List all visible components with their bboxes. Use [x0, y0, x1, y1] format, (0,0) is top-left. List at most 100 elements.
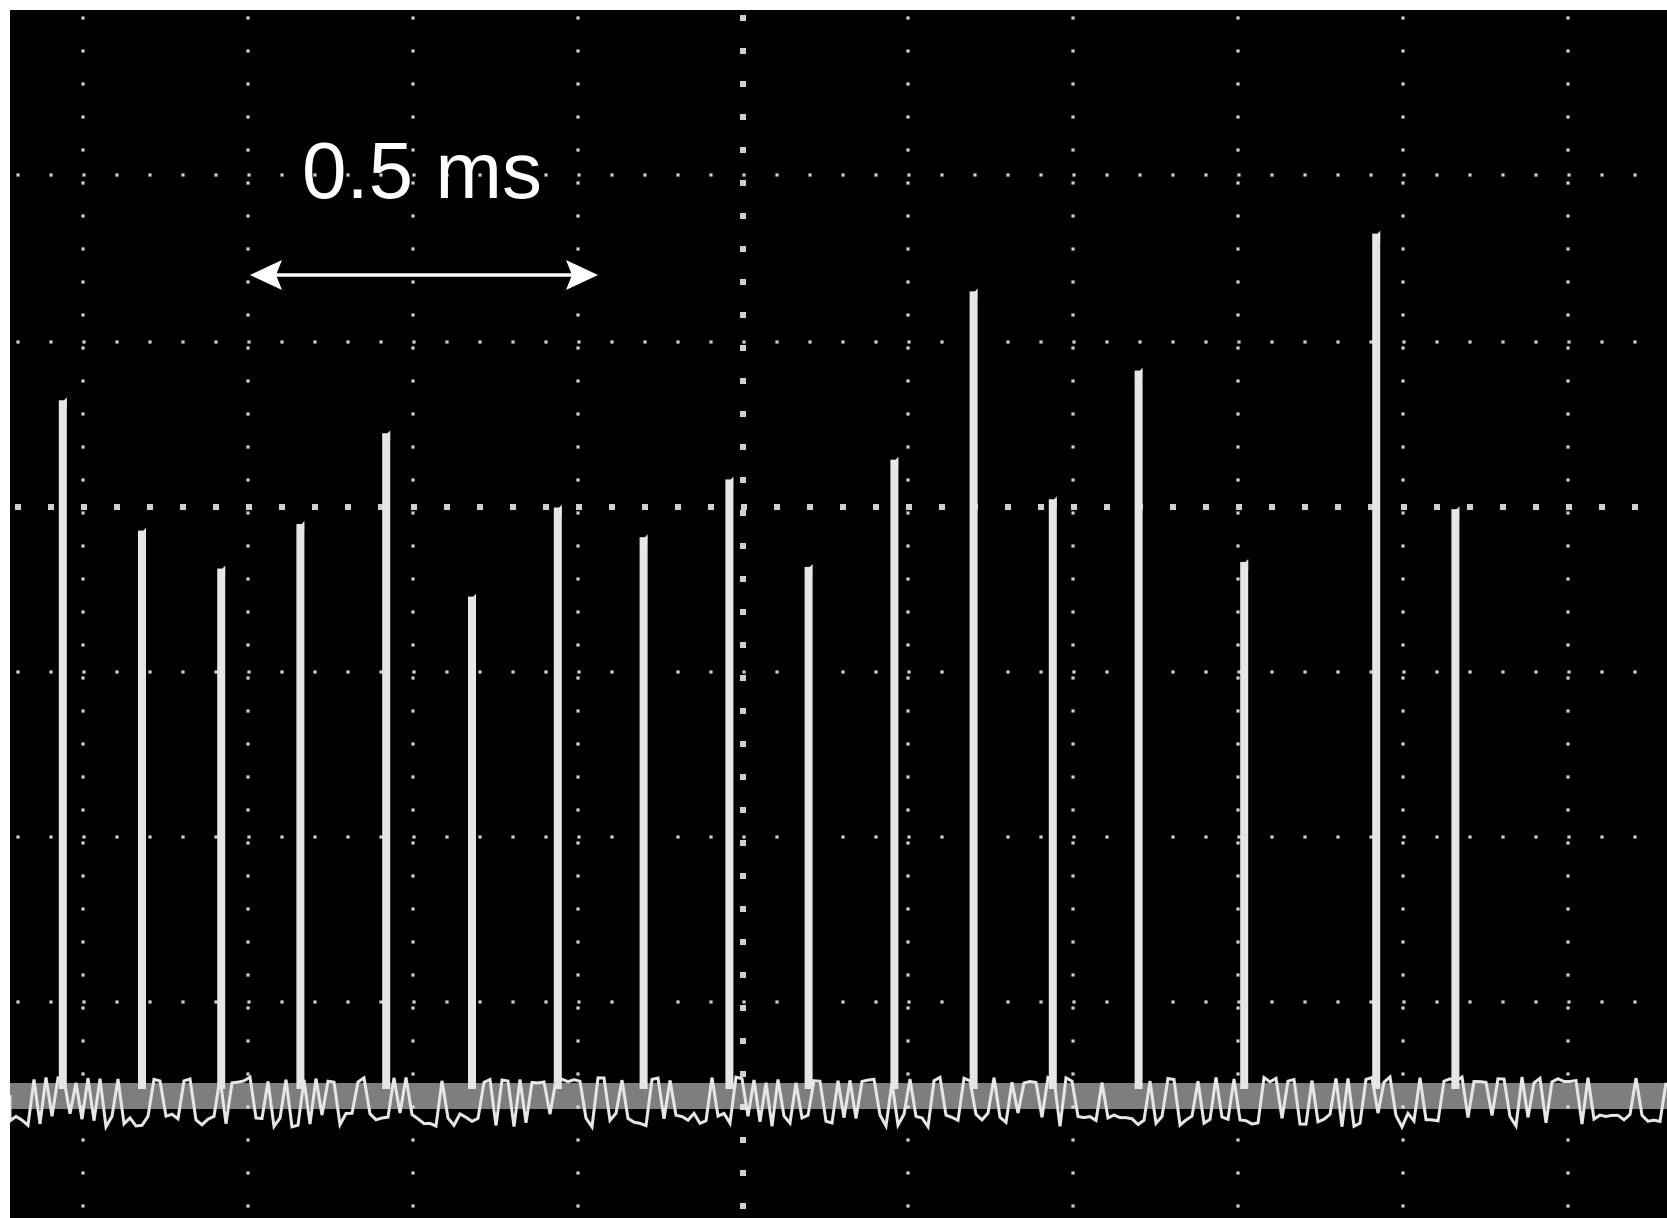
grid-dot — [81, 577, 85, 581]
grid-dot — [81, 775, 85, 779]
grid-dot — [114, 504, 120, 510]
grid-dot — [1435, 670, 1439, 674]
grid-dot — [181, 340, 185, 344]
grid-dot — [1566, 973, 1570, 977]
grid-dot — [1236, 504, 1242, 510]
grid-dot — [940, 340, 944, 344]
grid-dot — [1501, 670, 1505, 674]
grid-dot — [1006, 173, 1010, 177]
grid-dot — [906, 181, 910, 185]
grid-dot — [1567, 670, 1571, 674]
grid-dot — [906, 1039, 910, 1043]
grid-dot — [1038, 504, 1044, 510]
grid-dot — [576, 115, 580, 119]
grid-dot — [1401, 874, 1405, 878]
grid-dot — [411, 280, 415, 284]
grid-dot — [82, 173, 86, 177]
grid-dot — [1071, 346, 1075, 350]
grid-dot — [1369, 173, 1373, 177]
grid-dot — [1566, 1072, 1570, 1076]
grid-dot — [1566, 1171, 1570, 1175]
grid-dot — [906, 1072, 910, 1076]
grid-dot — [1368, 504, 1374, 510]
grid-dot — [841, 670, 845, 674]
grid-dot — [411, 841, 415, 845]
grid-dot — [906, 16, 910, 20]
grid-dot — [411, 907, 415, 911]
grid-dot — [1401, 1039, 1405, 1043]
pulse-cap-5 — [382, 430, 391, 442]
grid-dot — [1567, 173, 1571, 177]
pulse-cap-6 — [468, 593, 476, 605]
grid-dot — [1401, 247, 1405, 251]
grid-dot — [280, 835, 284, 839]
grid-dot — [1071, 1171, 1075, 1175]
grid-dot — [246, 775, 250, 779]
grid-dot — [411, 973, 415, 977]
grid-dot — [576, 214, 580, 218]
grid-dot — [1171, 173, 1175, 177]
grid-dot — [576, 907, 580, 911]
grid-dot — [576, 610, 580, 614]
grid-dot — [1237, 835, 1241, 839]
grid-dot — [379, 670, 383, 674]
pulse-7 — [553, 507, 562, 1089]
grid-dot — [246, 1138, 250, 1142]
grid-dot — [906, 313, 910, 317]
grid-dot — [1071, 49, 1075, 53]
grid-dot — [740, 1038, 746, 1044]
grid-dot — [1071, 874, 1075, 878]
grid-dot — [740, 345, 746, 351]
pulse-15 — [1240, 561, 1249, 1089]
grid-dot — [81, 973, 85, 977]
pulse-1 — [58, 400, 67, 1089]
grid-dot — [1269, 504, 1275, 510]
grid-dot — [280, 1000, 284, 1004]
grid-dot — [576, 313, 580, 317]
grid-dot — [1467, 504, 1473, 510]
grid-dot — [1566, 214, 1570, 218]
grid-dot — [246, 247, 250, 251]
grid-dot — [1566, 742, 1570, 746]
grid-dot — [1236, 1204, 1240, 1208]
grid-dot — [940, 835, 944, 839]
grid-dot — [576, 940, 580, 944]
grid-dot — [740, 213, 746, 219]
grid-dot — [1105, 173, 1109, 177]
grid-dot — [1435, 340, 1439, 344]
grid-dot — [81, 676, 85, 680]
grid-dot — [906, 346, 910, 350]
grid-dot — [1236, 709, 1240, 713]
grid-dot — [1468, 1000, 1472, 1004]
grid-dot — [740, 81, 746, 87]
grid-dot — [1401, 808, 1405, 812]
grid-dot — [16, 340, 20, 344]
grid-dot — [1071, 412, 1075, 416]
grid-dot — [1236, 148, 1240, 152]
grid-dot — [1236, 1171, 1240, 1175]
grid-dot — [1270, 173, 1274, 177]
grid-dot — [49, 1000, 53, 1004]
grid-dot — [16, 1000, 20, 1004]
grid-dot — [81, 874, 85, 878]
grid-dot — [906, 115, 910, 119]
grid-dot — [1303, 173, 1307, 177]
grid-dot — [411, 709, 415, 713]
grid-dot — [576, 676, 580, 680]
grid-dot — [1039, 173, 1043, 177]
grid-dot — [1468, 670, 1472, 674]
grid-dot — [411, 808, 415, 812]
grid-dot — [576, 775, 580, 779]
grid-dot — [246, 907, 250, 911]
grid-dot — [444, 504, 450, 510]
grid-dot — [1039, 1000, 1043, 1004]
grid-dot — [740, 1170, 746, 1176]
grid-dot — [1633, 173, 1637, 177]
grid-dot — [840, 504, 846, 510]
grid-dot — [775, 340, 779, 344]
grid-dot — [1039, 670, 1043, 674]
grid-dot — [841, 173, 845, 177]
grid-dot — [1600, 340, 1604, 344]
grid-dot — [279, 504, 285, 510]
grid-dot — [676, 340, 680, 344]
